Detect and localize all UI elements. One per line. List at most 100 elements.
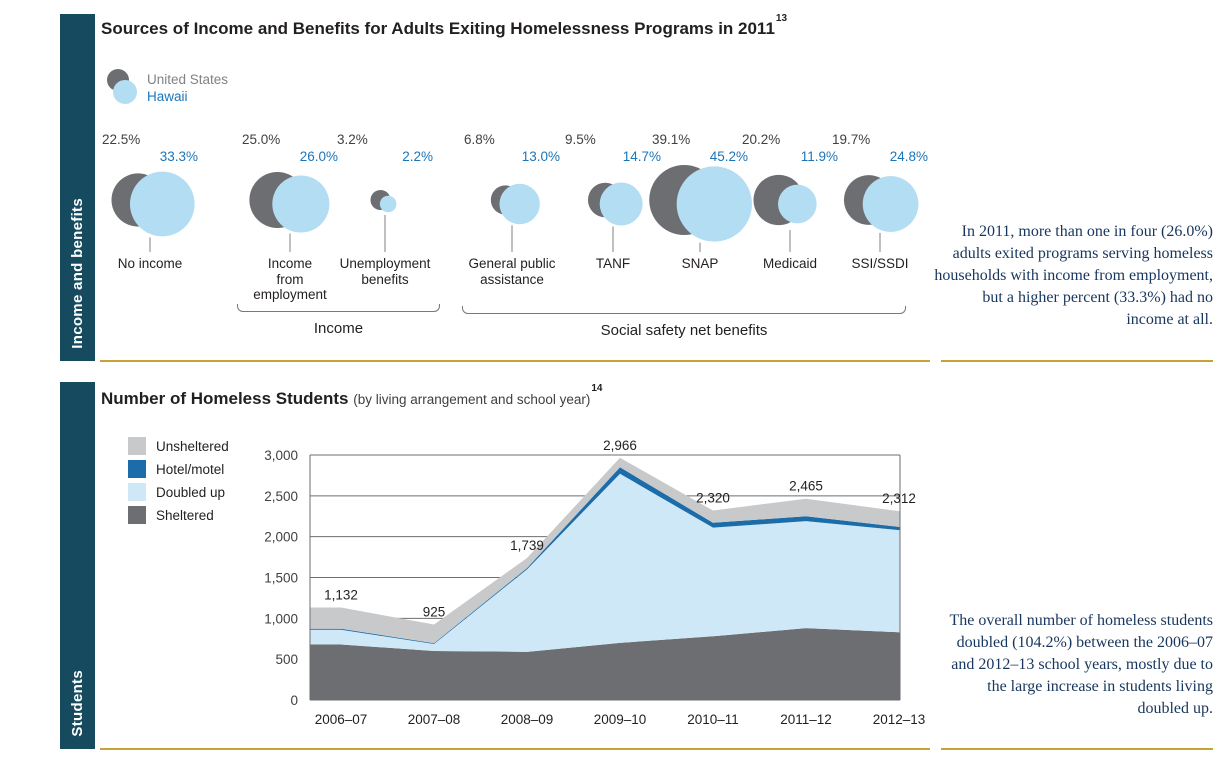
us-value-label: 22.5%	[102, 132, 141, 147]
income-benefits-section-label: Income and benefits	[69, 198, 86, 349]
x-tick-label: 2010–11	[687, 712, 739, 727]
total-label: 2,465	[789, 479, 823, 494]
students-annotation: The overall number of homeless students …	[949, 612, 1214, 717]
gold-rule	[100, 360, 930, 362]
students-chart-title: Number of Homeless Students (by living a…	[101, 383, 602, 409]
bubble-category-label: Medicaid	[762, 256, 818, 271]
hawaii-value-label: 11.9%	[800, 149, 838, 164]
us-value-label: 19.7%	[832, 132, 871, 147]
area-sheltered	[310, 628, 900, 700]
total-label: 925	[423, 604, 446, 619]
hawaii-bubble	[599, 182, 643, 226]
students-chart-title-text: Number of Homeless Students	[101, 389, 349, 408]
x-tick-label: 2012–13	[873, 712, 926, 727]
bubble-value-labels: 19.7% 24.8%	[832, 131, 928, 165]
legend-label: Doubled up	[156, 484, 226, 500]
gold-rule	[941, 748, 1213, 750]
legend-bubbles	[107, 69, 137, 104]
hawaii-value-label: 13.0%	[521, 149, 560, 164]
bubble-chart-canvas	[111, 164, 919, 252]
us-value-label: 20.2%	[742, 132, 781, 147]
x-tick-label: 2008–09	[501, 712, 554, 727]
y-tick-label: 500	[275, 652, 298, 667]
income-chart-title: Sources of Income and Benefits for Adult…	[101, 13, 787, 39]
hawaii-value-label: 14.7%	[622, 149, 661, 164]
bubble-category-label: General public assistance	[468, 256, 556, 287]
us-value-label: 25.0%	[242, 132, 281, 147]
students-chart-subtitle: (by living arrangement and school year)	[353, 392, 591, 407]
area-doubled-up	[310, 473, 900, 652]
x-tick-label: 2011–12	[780, 712, 832, 727]
x-tick-label: 2007–08	[408, 712, 461, 727]
group-label: Income	[313, 320, 364, 337]
gold-rule	[941, 360, 1213, 362]
hawaii-bubble	[129, 171, 195, 237]
y-tick-label: 2,000	[264, 530, 298, 545]
legend-labels: United States Hawaii	[147, 67, 228, 109]
hawaii-bubble	[676, 166, 752, 242]
students-area-chart: 0 500 1,000 1,500 2,000 2,500 3,000 1,132 925 1,7…	[264, 438, 926, 727]
group-label: Social safety net benefits	[600, 322, 768, 339]
income-benefits-section-tab: Income and benefits	[60, 14, 95, 361]
legend-swatch	[128, 437, 146, 455]
legend-item-doubled-up: Doubled up	[128, 483, 229, 501]
us-value-label: 3.2%	[337, 132, 368, 147]
hawaii-value-label: 45.2%	[709, 149, 748, 164]
bubble-value-labels: 22.5% 33.3%	[102, 131, 198, 165]
total-label: 2,320	[696, 491, 730, 506]
legend-label: Unsheltered	[156, 438, 229, 454]
legend-us-label: United States	[147, 72, 229, 87]
bubble-value-labels: 9.5% 14.7%	[565, 131, 661, 165]
students-section-tab: Students	[60, 382, 95, 749]
x-tick-label: 2009–10	[594, 712, 647, 727]
legend-item-sheltered: Sheltered	[128, 506, 229, 524]
us-value-label: 9.5%	[565, 132, 596, 147]
hawaii-value-label: 2.2%	[402, 149, 433, 164]
hawaii-bubble	[499, 183, 540, 225]
legend-item-hotel-motel: Hotel/motel	[128, 460, 229, 478]
bubble-category-label: Income from employment	[253, 256, 327, 302]
income-chart-title-text: Sources of Income and Benefits for Adult…	[101, 19, 775, 38]
bubble-category-label: No income	[117, 256, 183, 271]
hawaii-value-label: 24.8%	[889, 149, 928, 164]
footnote-13-marker: 13	[775, 13, 788, 25]
students-section-label: Students	[69, 670, 86, 737]
group-bracket	[462, 306, 906, 314]
bubble-category-label: SSI/SSDI	[851, 256, 909, 271]
income-benefits-bubble-chart: 22.5% 33.3% No income 25.0% 26.0% Income from…	[100, 128, 932, 348]
group-bracket	[237, 304, 440, 312]
legend-label: Hotel/motel	[156, 461, 225, 477]
total-label: 1,739	[510, 538, 544, 553]
students-chart-legend: Unsheltered Hotel/motel Doubled up Sheltere…	[128, 437, 229, 529]
legend-swatch	[128, 506, 146, 524]
x-tick-label: 2006–07	[315, 712, 368, 727]
y-tick-label: 1,500	[264, 571, 298, 586]
bubble-category-label: TANF	[595, 256, 631, 271]
hawaii-legend-circle	[113, 80, 137, 104]
hawaii-bubble	[778, 184, 817, 224]
income-annotation: In 2011, more than one in four (26.0%) a…	[934, 223, 1213, 328]
bubble-value-labels: 3.2% 2.2%	[337, 131, 433, 165]
us-value-label: 6.8%	[464, 132, 495, 147]
total-label: 2,966	[603, 438, 637, 453]
footnote-14-marker: 14	[591, 383, 603, 395]
bubble-value-labels: 6.8% 13.0%	[464, 131, 560, 165]
bubble-category-label: SNAP	[681, 256, 719, 271]
hawaii-value-label: 26.0%	[299, 149, 338, 164]
area-unsheltered	[310, 457, 900, 644]
gold-rule	[100, 748, 930, 750]
legend-label: Sheltered	[156, 507, 214, 523]
y-tick-label: 0	[290, 693, 298, 708]
bubble-value-labels: 39.1% 45.2%	[652, 131, 748, 165]
bubble-value-labels: 25.0% 26.0%	[242, 131, 338, 165]
us-value-label: 39.1%	[652, 132, 691, 147]
hawaii-bubble	[862, 176, 919, 232]
legend-item-unsheltered: Unsheltered	[128, 437, 229, 455]
total-label: 2,312	[882, 491, 916, 506]
bubble-value-labels: 20.2% 11.9%	[742, 131, 838, 165]
bubble-category-label: Unemployment benefits	[339, 256, 431, 287]
legend-swatch	[128, 460, 146, 478]
hawaii-bubble	[379, 195, 397, 213]
hawaii-bubble	[272, 175, 330, 233]
